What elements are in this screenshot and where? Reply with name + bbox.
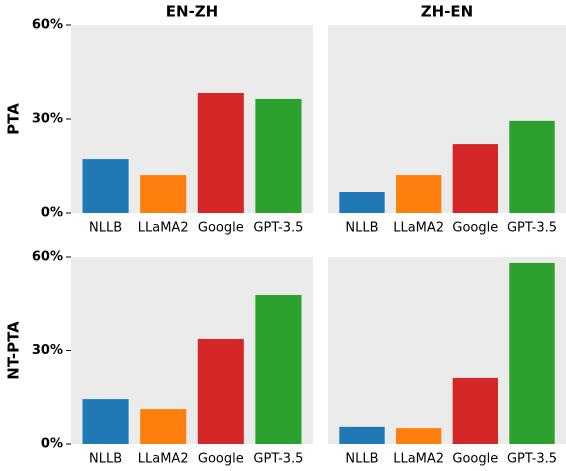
y-tick-label: 60% — [32, 18, 63, 33]
x-tick-label: LLaMA2 — [393, 452, 444, 467]
bar — [396, 175, 442, 213]
x-tick-label: LLaMA2 — [138, 221, 189, 236]
bar — [140, 175, 187, 213]
y-tick-label: 0% — [41, 206, 63, 221]
bar — [140, 409, 187, 444]
bar — [197, 92, 244, 213]
y-tick-label: 0% — [41, 437, 63, 452]
x-tick-label: GPT-3.5 — [507, 221, 557, 236]
x-tick-label: GPT-3.5 — [507, 452, 557, 467]
bar — [339, 192, 385, 213]
x-tick-label: Google — [198, 452, 244, 467]
x-tick-label: GPT-3.5 — [253, 452, 303, 467]
bar — [82, 399, 129, 444]
panel-title: ZH-EN — [421, 3, 473, 21]
bar — [339, 426, 385, 444]
x-tick-label: NLLB — [345, 221, 378, 236]
bar — [396, 428, 442, 444]
y-axis-label: NT-PTA — [5, 321, 23, 380]
bar — [452, 377, 498, 444]
bar — [82, 159, 129, 213]
x-tick-label: NLLB — [89, 221, 122, 236]
x-tick-label: Google — [452, 221, 498, 236]
x-tick-label: LLaMA2 — [393, 221, 444, 236]
x-tick-label: Google — [198, 221, 244, 236]
x-tick-label: Google — [452, 452, 498, 467]
x-tick-label: LLaMA2 — [138, 452, 189, 467]
bar — [255, 98, 302, 213]
x-tick-label: NLLB — [89, 452, 122, 467]
bar — [452, 144, 498, 213]
bar — [509, 262, 555, 444]
y-axis-label: PTA — [5, 103, 23, 135]
y-tick-label: 30% — [32, 343, 63, 358]
y-tick-label: 30% — [32, 112, 63, 127]
bar — [197, 338, 244, 444]
bar — [255, 295, 302, 444]
panel-title: EN-ZH — [166, 3, 218, 21]
y-tick-label: 60% — [32, 250, 63, 265]
x-tick-label: NLLB — [345, 452, 378, 467]
bar — [509, 120, 555, 213]
x-tick-label: GPT-3.5 — [253, 221, 303, 236]
